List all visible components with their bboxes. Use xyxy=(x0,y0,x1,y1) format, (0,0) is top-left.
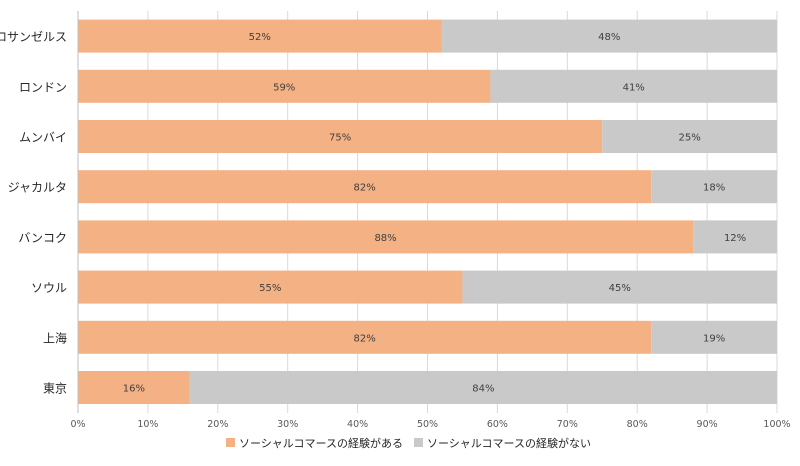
data-label: 84% xyxy=(472,384,494,395)
bar-segment-no xyxy=(189,371,778,404)
category-label: ロサンゼルス xyxy=(0,30,67,44)
category-label: ムンバイ xyxy=(19,131,67,145)
data-label: 52% xyxy=(249,32,271,43)
x-tick-label: 0% xyxy=(70,419,85,430)
bar-segment-yes xyxy=(78,371,190,404)
data-label: 18% xyxy=(703,183,725,194)
data-label: 41% xyxy=(623,82,645,93)
x-tick-label: 30% xyxy=(277,419,298,430)
x-tick-label: 70% xyxy=(557,419,578,430)
bar-segment-no xyxy=(441,19,777,53)
bar-segment-yes xyxy=(78,320,652,354)
legend-label: ソーシャルコマースの経験がない xyxy=(427,436,591,450)
legend-swatch xyxy=(414,438,423,447)
x-tick-label: 20% xyxy=(207,419,228,430)
data-label: 59% xyxy=(273,82,295,93)
category-label: ジャカルタ xyxy=(8,181,67,195)
category-label: 上海 xyxy=(43,330,67,345)
x-tick-label: 90% xyxy=(697,419,718,430)
x-tick-label: 60% xyxy=(487,419,508,430)
bar-segment-no xyxy=(651,170,777,204)
data-label: 48% xyxy=(598,32,620,43)
data-label: 25% xyxy=(679,133,701,144)
bar-segment-yes xyxy=(78,19,442,53)
data-label: 82% xyxy=(353,183,375,194)
x-tick-label: 40% xyxy=(347,419,368,430)
x-tick-label: 100% xyxy=(763,419,790,430)
bar-segment-no xyxy=(651,320,777,354)
data-label: 12% xyxy=(724,233,746,244)
data-label: 55% xyxy=(259,283,281,294)
category-label: 東京 xyxy=(43,382,67,396)
category-label: バンコク xyxy=(18,231,67,245)
data-label: 45% xyxy=(609,283,631,294)
bar-segment-yes xyxy=(78,120,603,153)
x-tick-label: 10% xyxy=(137,419,158,430)
x-tick-label: 50% xyxy=(417,419,438,430)
bar-segment-yes xyxy=(78,270,463,304)
bar-segment-yes xyxy=(78,69,491,103)
bar-segment-no xyxy=(490,69,777,103)
data-label: 19% xyxy=(703,333,725,344)
bar-segment-yes xyxy=(78,220,694,254)
legend-label: ソーシャルコマースの経験がある xyxy=(239,436,403,450)
bar-segment-no xyxy=(693,220,777,254)
bar-segment-no xyxy=(602,120,777,153)
data-label: 75% xyxy=(329,133,351,144)
bar-segment-yes xyxy=(78,170,652,204)
data-label: 88% xyxy=(374,233,396,244)
bar-segment-no xyxy=(462,270,777,304)
data-label: 82% xyxy=(353,333,375,344)
data-label: 16% xyxy=(123,384,145,395)
category-label: ロンドン xyxy=(19,80,67,94)
legend-swatch xyxy=(226,438,235,447)
category-label: ソウル xyxy=(31,281,67,295)
x-tick-label: 80% xyxy=(627,419,648,430)
